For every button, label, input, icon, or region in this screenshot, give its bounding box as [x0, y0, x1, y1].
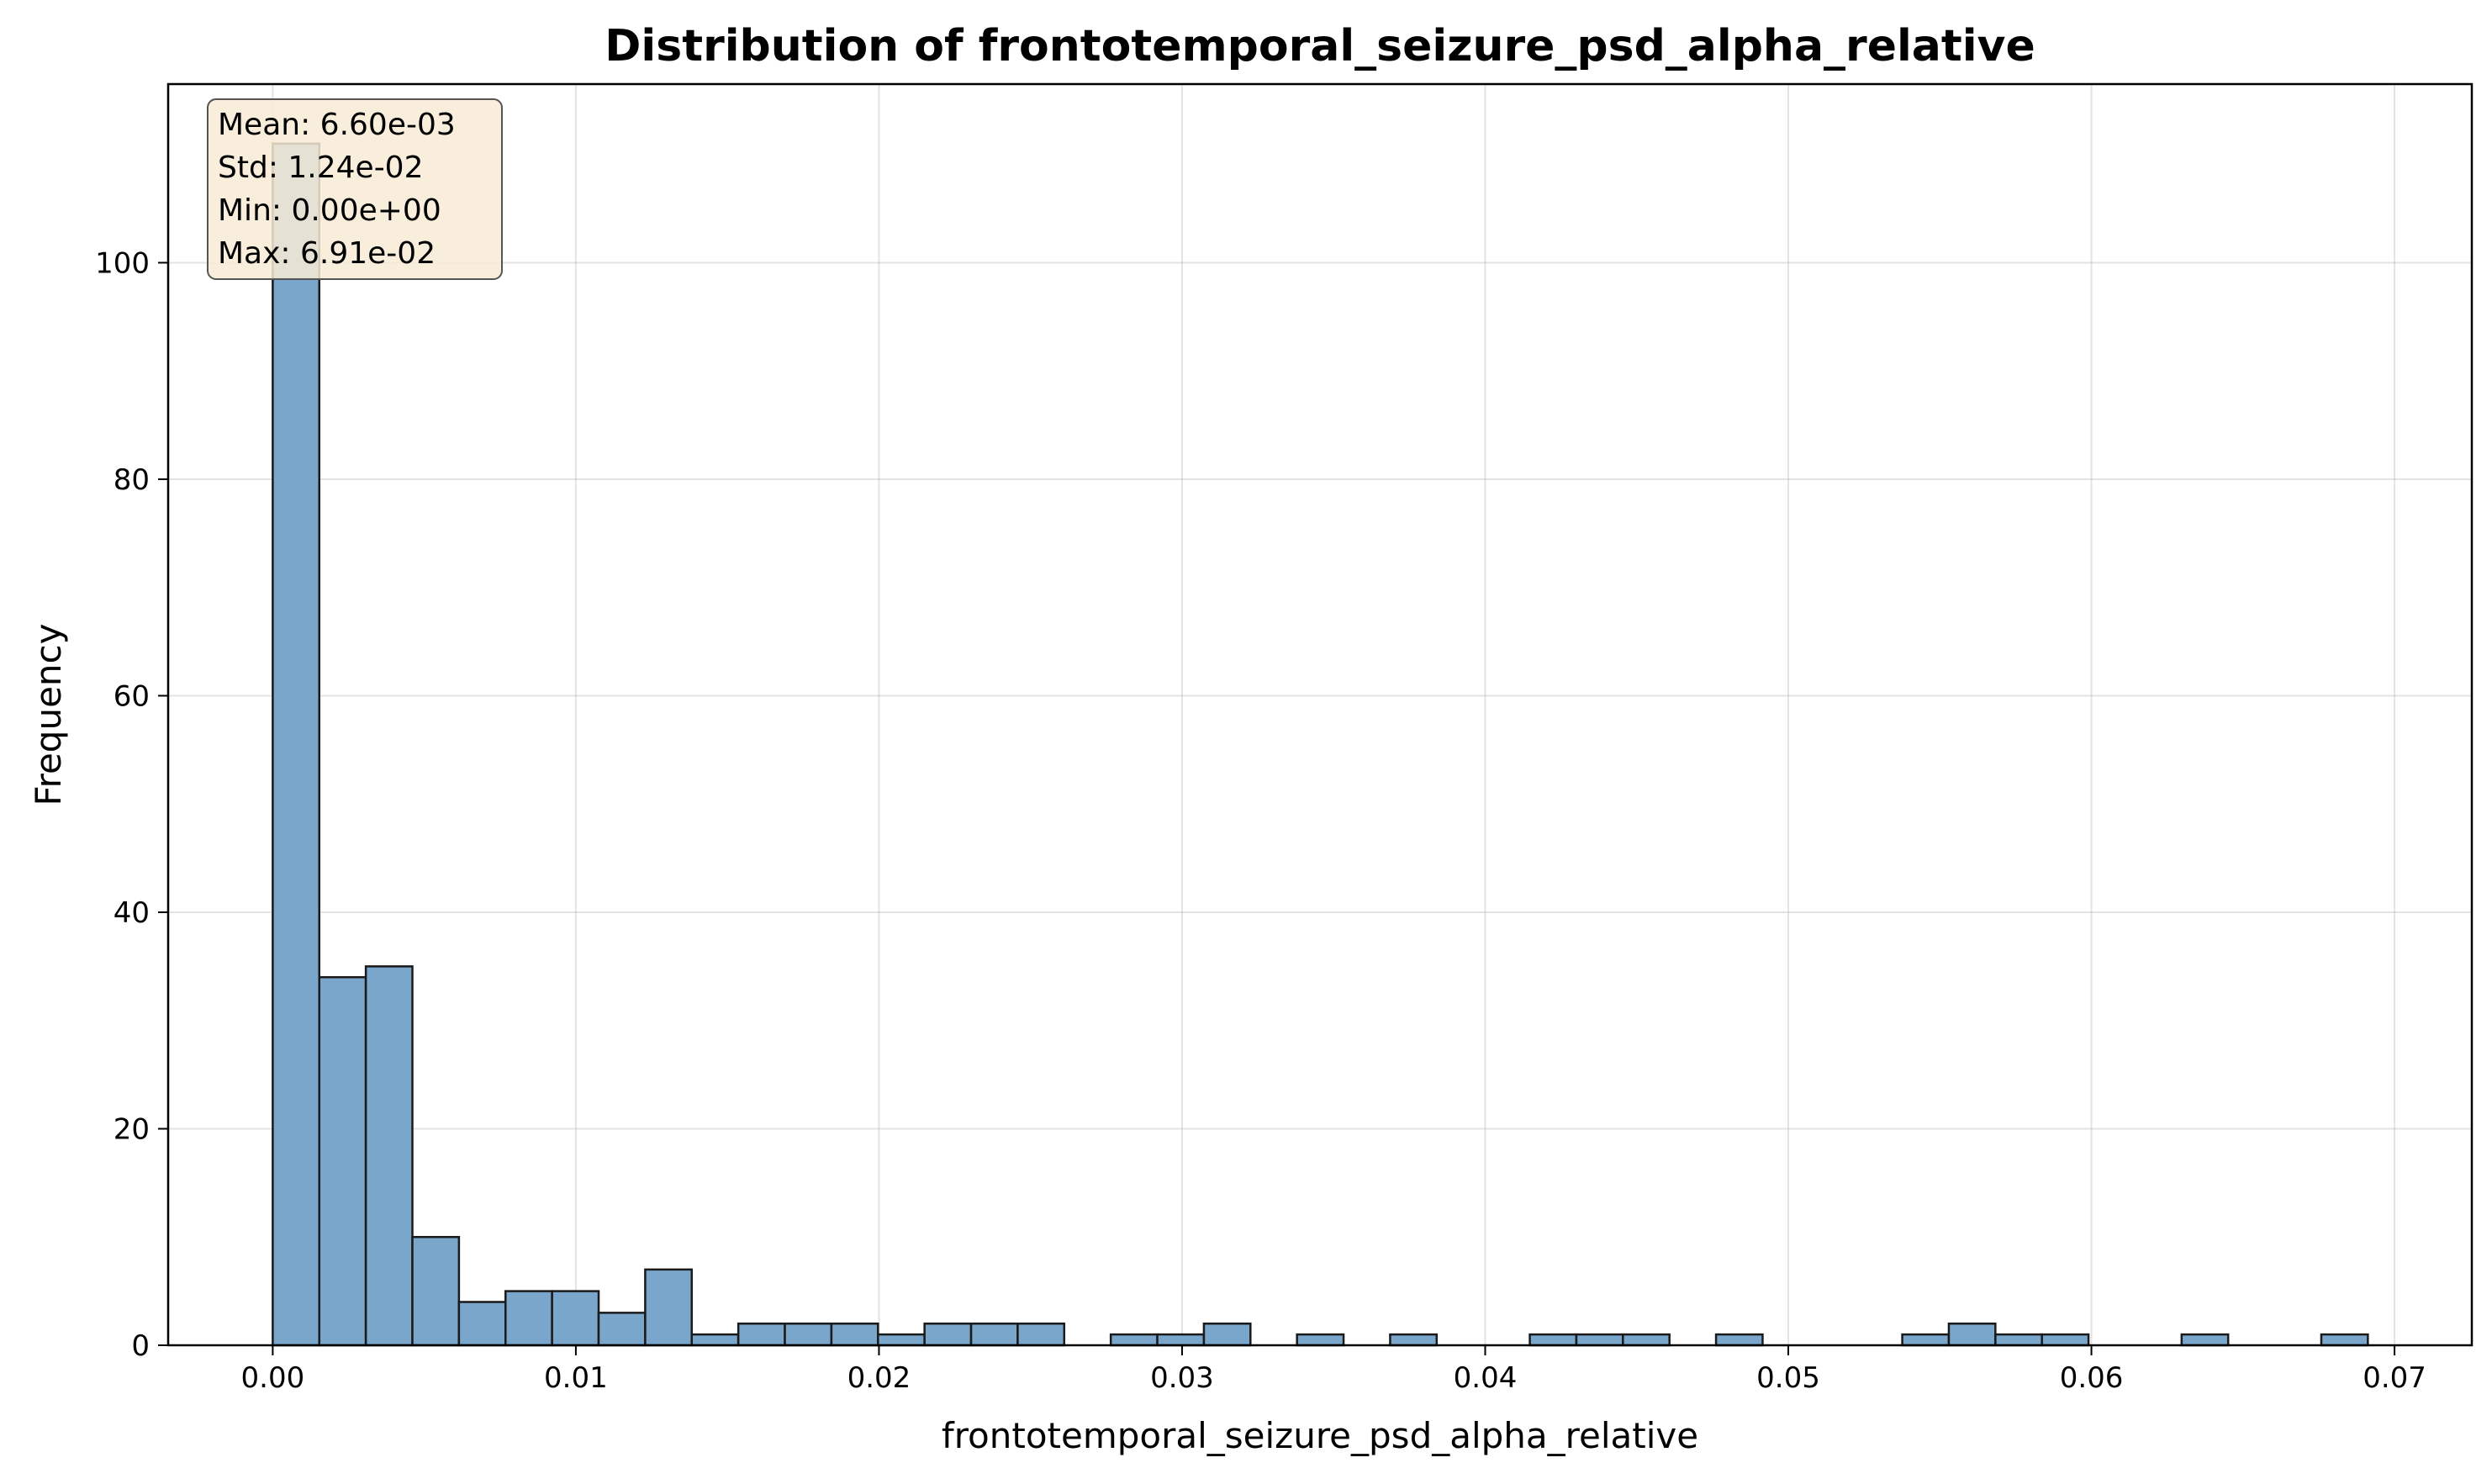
histogram-bar	[923, 1322, 973, 1347]
histogram-bar	[597, 1312, 647, 1347]
x-axis-label: frontotemporal_seizure_psd_alpha_relativ…	[942, 1415, 1698, 1456]
x-tick-label: 0.04	[1454, 1361, 1518, 1395]
x-axis-ticks: 0.00 0.01 0.02 0.03 0.04 0.05 0.06 0.07	[241, 1345, 2426, 1395]
y-tick-label: 60	[114, 679, 150, 713]
y-tick-label: 80	[114, 463, 150, 497]
histogram-bar	[1994, 1333, 2043, 1347]
histogram-bar	[272, 142, 321, 1347]
y-tick-label: 100	[95, 246, 150, 280]
histogram-bar	[457, 1301, 507, 1347]
histogram-bar	[1575, 1333, 1624, 1347]
histogram-bar	[1389, 1333, 1439, 1347]
y-tick-label: 40	[114, 896, 150, 930]
histogram-bar	[504, 1290, 553, 1347]
histogram-bar	[364, 965, 414, 1347]
histogram-bar	[1947, 1322, 1997, 1347]
x-tick-label: 0.02	[847, 1361, 911, 1395]
plot-frame	[166, 82, 2474, 1347]
histogram-bar	[1016, 1322, 1066, 1347]
stats-min: Min: 0.00e+00	[218, 193, 441, 228]
y-tick-label: 0	[131, 1329, 150, 1363]
x-tick-label: 0.07	[2363, 1361, 2426, 1395]
y-axis-label: Frequency	[28, 624, 69, 806]
grid	[168, 84, 2472, 1346]
histogram-bar	[1156, 1333, 1206, 1347]
x-tick-label: 0.00	[241, 1361, 305, 1395]
histogram-bar	[2320, 1333, 2369, 1347]
histogram-bar	[1528, 1333, 1578, 1347]
y-axis-ticks: 0 20 40 60 80 100	[95, 246, 168, 1363]
histogram-bar	[1622, 1333, 1671, 1347]
histogram-bar	[644, 1268, 694, 1347]
histogram-bar	[737, 1322, 786, 1347]
bars	[272, 142, 2369, 1347]
histogram-bar	[969, 1322, 1019, 1347]
histogram-bar	[318, 975, 367, 1347]
x-tick-label: 0.06	[2060, 1361, 2124, 1395]
histogram-bar	[2180, 1333, 2230, 1347]
histogram-bar	[1109, 1333, 1159, 1347]
histogram-bar	[551, 1290, 600, 1347]
y-tick-label: 20	[114, 1112, 150, 1146]
histogram-bar	[784, 1322, 833, 1347]
stats-annotation-box: Mean: 6.60e-03 Std: 1.24e-02 Min: 0.00e+…	[207, 98, 503, 280]
histogram-bar	[877, 1333, 926, 1347]
histogram-bar	[830, 1322, 879, 1347]
histogram-bar	[1296, 1333, 1345, 1347]
histogram-bar	[2041, 1333, 2090, 1347]
stats-box-background	[207, 98, 503, 280]
x-tick-label: 0.03	[1150, 1361, 1214, 1395]
histogram-bar	[1714, 1333, 1764, 1347]
stats-mean: Mean: 6.60e-03	[218, 108, 456, 142]
histogram-bar	[1901, 1333, 1951, 1347]
x-tick-label: 0.05	[1756, 1361, 1820, 1395]
histogram-bar	[1202, 1322, 1252, 1347]
histogram-bar	[411, 1235, 461, 1347]
histogram-bar	[690, 1333, 740, 1347]
stats-std: Std: 1.24e-02	[218, 151, 424, 185]
x-tick-label: 0.01	[544, 1361, 608, 1395]
chart-title: Distribution of frontotemporal_seizure_p…	[605, 21, 2035, 71]
stats-max: Max: 6.91e-02	[218, 236, 436, 271]
